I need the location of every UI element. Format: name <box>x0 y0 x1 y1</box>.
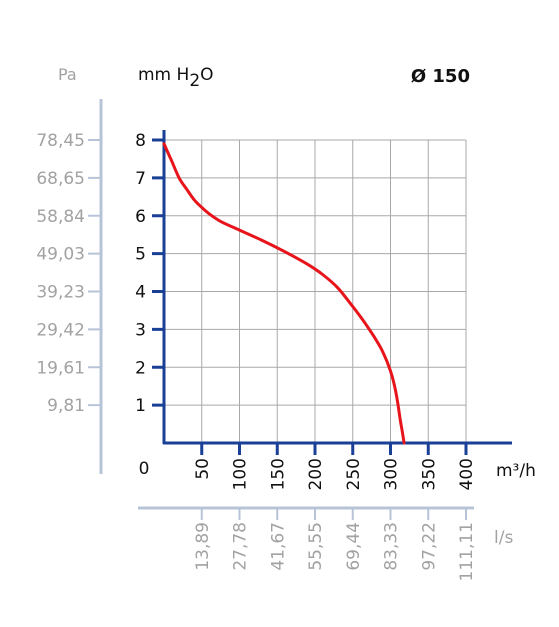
pa-tick-label: 78,45 <box>36 131 85 151</box>
secondary-x-axis-label: l/s <box>494 528 513 548</box>
x-tick-label: 400 <box>457 458 477 490</box>
ls-tick-label: 13,89 <box>193 522 213 571</box>
y-tick-label: 4 <box>135 283 146 303</box>
pa-tick-label: 9,81 <box>47 396 85 416</box>
pa-tick-label: 29,42 <box>36 320 85 340</box>
x-tick-label: 350 <box>419 458 439 490</box>
ls-tick-label: 55,55 <box>306 522 326 571</box>
pa-tick-label: 68,65 <box>36 169 85 189</box>
y-tick-label: 1 <box>135 396 146 416</box>
y-tick-label: 8 <box>135 131 146 151</box>
y-tick-label: 7 <box>135 169 146 189</box>
primary-axes: 1 2 3 4 5 6 7 8 50 100 150 200 250 300 350 400 <box>135 130 512 490</box>
ls-tick-label: 69,44 <box>344 522 364 571</box>
labels: Pa mm H2O Ø 150 0 m³/h l/s <box>58 65 536 548</box>
x-axis-label: m³/h <box>496 461 536 481</box>
x-tick-label: 300 <box>382 458 402 490</box>
y-axis-label: mm H2O <box>138 65 214 91</box>
series-line <box>162 142 406 445</box>
pa-tick-label: 58,84 <box>36 207 85 227</box>
x-tick-label: 100 <box>231 458 251 490</box>
pa-tick-label: 39,23 <box>36 283 85 303</box>
chart-title: Ø 150 <box>411 66 470 87</box>
ls-tick-label: 111,11 <box>457 522 477 581</box>
origin-label: 0 <box>139 459 150 479</box>
y-tick-label: 5 <box>135 245 146 265</box>
y-tick-label: 6 <box>135 207 146 227</box>
pa-tick-label: 49,03 <box>36 245 85 265</box>
ls-tick-label: 41,67 <box>268 522 288 571</box>
ls-tick-label: 27,78 <box>231 522 251 571</box>
x-tick-label: 50 <box>193 458 213 480</box>
y-tick-label: 2 <box>135 358 146 378</box>
grid <box>164 139 467 443</box>
series <box>162 142 406 445</box>
y-tick-label: 3 <box>135 320 146 340</box>
x-tick-label: 150 <box>268 458 288 490</box>
ls-tick-label: 83,33 <box>382 522 402 571</box>
secondary-axes: 9,81 19,61 29,42 39,23 49,03 58,84 68,65 78,45 1… <box>36 99 477 581</box>
x-tick-label: 250 <box>344 458 364 490</box>
x-tick-label: 200 <box>306 458 326 490</box>
secondary-y-axis-label: Pa <box>58 65 77 84</box>
ls-tick-label: 97,22 <box>419 522 439 571</box>
pa-tick-label: 19,61 <box>36 358 85 378</box>
